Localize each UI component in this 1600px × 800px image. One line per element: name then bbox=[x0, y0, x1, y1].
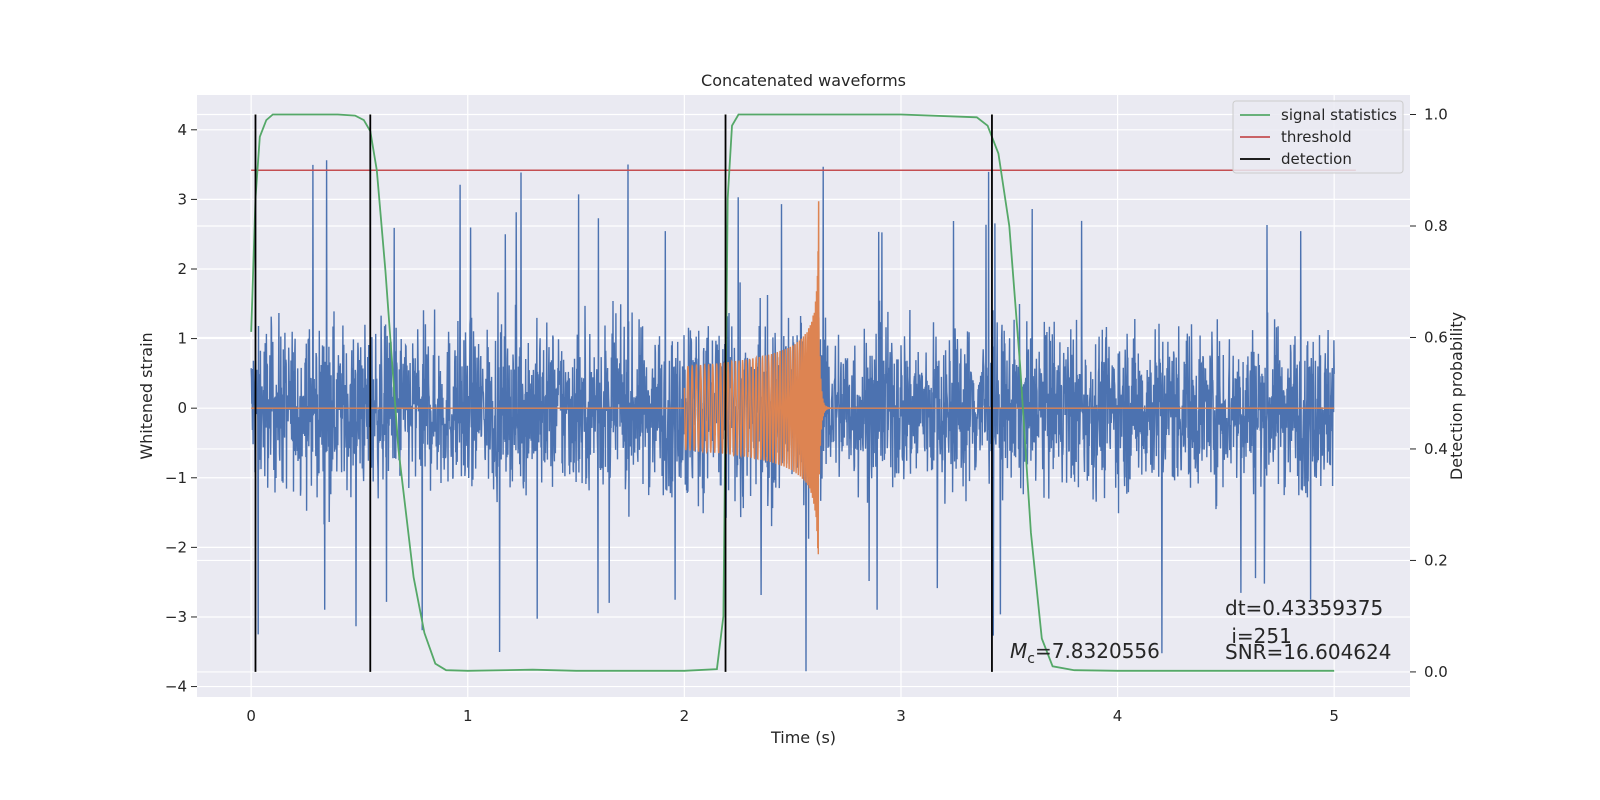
y-tick-label: −1 bbox=[165, 469, 187, 487]
y-tick-label: −2 bbox=[165, 538, 187, 556]
x-axis-label: Time (s) bbox=[770, 728, 836, 747]
annotation-chirp-mass: Mc=7.8320556 bbox=[1010, 639, 1160, 667]
legend-label-detection: detection bbox=[1281, 150, 1352, 168]
mc-symbol: M bbox=[1010, 639, 1027, 663]
y-tick-label: 4 bbox=[177, 121, 187, 139]
y-tick-label: 0 bbox=[177, 399, 187, 417]
y2-axis-label: Detection probability bbox=[1447, 312, 1466, 480]
y2-tick-label: 0.8 bbox=[1424, 217, 1448, 235]
y2-tick-label: 0.4 bbox=[1424, 440, 1448, 458]
y2-tick-label: 0.0 bbox=[1424, 663, 1448, 681]
y2-tick-label: 0.2 bbox=[1424, 551, 1448, 569]
signal-statistics-line bbox=[250, 113, 1335, 672]
annotation-snr: SNR=16.604624 bbox=[1225, 640, 1391, 664]
mc-value: =7.8320556 bbox=[1035, 639, 1160, 663]
x-tick-label: 2 bbox=[680, 707, 690, 725]
x-tick-label: 1 bbox=[463, 707, 473, 725]
y-tick-label: 3 bbox=[177, 190, 187, 208]
x-tick-label: 4 bbox=[1113, 707, 1123, 725]
legend-box bbox=[1232, 100, 1404, 174]
x-tick-label: 3 bbox=[896, 707, 906, 725]
x-tick-label: 0 bbox=[246, 707, 256, 725]
template-series bbox=[683, 201, 836, 555]
mc-subscript: c bbox=[1027, 651, 1035, 667]
y2-tick-label: 1.0 bbox=[1424, 106, 1448, 124]
y-axis-label: Whitened strain bbox=[137, 332, 156, 459]
x-tick-label: 5 bbox=[1329, 707, 1339, 725]
legend-label-threshold: threshold bbox=[1281, 128, 1352, 146]
y-tick-label: −3 bbox=[165, 608, 187, 626]
chart-title: Concatenated waveforms bbox=[701, 71, 906, 90]
y2-tick-label: 0.6 bbox=[1424, 328, 1448, 346]
legend: signal statistics threshold detection bbox=[1232, 100, 1404, 174]
y-tick-label: 1 bbox=[177, 330, 187, 348]
plot-area bbox=[250, 113, 1356, 672]
annotation-i: i=251 bbox=[1225, 624, 1292, 648]
legend-label-signal-statistics: signal statistics bbox=[1281, 106, 1397, 124]
axis-ticks: 0 1 2 3 4 5 −4 −3 −2 −1 0 1 2 3 4 0.0 0.2 0.4 0.6 0.8 1.0 bbox=[165, 106, 1448, 725]
detection-lines bbox=[254, 114, 993, 672]
y-tick-label: 2 bbox=[177, 260, 187, 278]
annotation-dt: dt=0.43359375 bbox=[1225, 596, 1383, 620]
y-tick-label: −4 bbox=[165, 678, 187, 696]
